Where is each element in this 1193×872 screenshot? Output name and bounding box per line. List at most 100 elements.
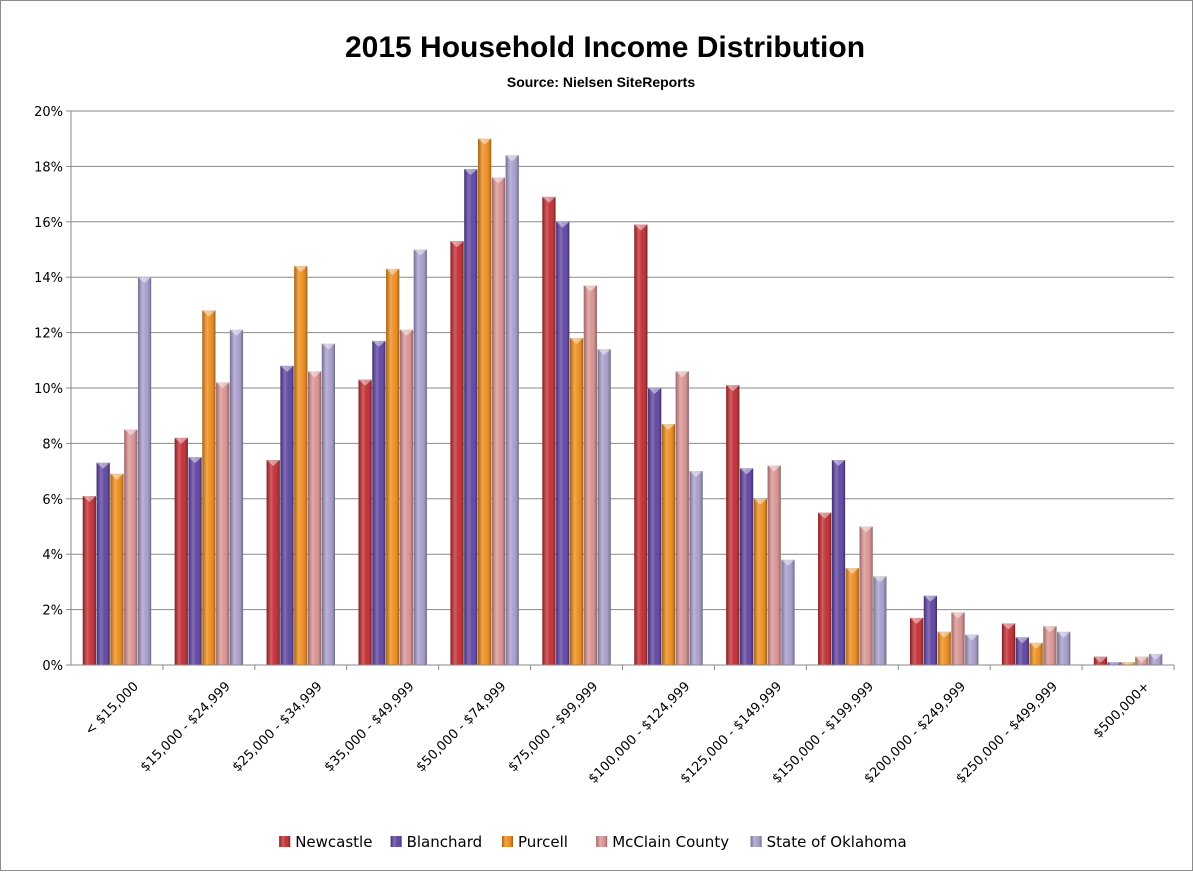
bar-shading <box>1043 626 1057 665</box>
bar-shading <box>216 382 230 665</box>
bar-bevel <box>556 221 570 228</box>
x-tick-label: $250,000 - $499,999 <box>953 679 1060 786</box>
bar-bevel <box>965 634 979 641</box>
bar-bevel <box>413 249 427 256</box>
bar-bevel <box>372 340 386 347</box>
bar <box>1043 626 1057 665</box>
bar <box>491 177 506 666</box>
y-tick-label: 14% <box>34 271 63 286</box>
bar-shading <box>413 249 427 665</box>
bar-shading <box>1149 653 1163 665</box>
y-tick-label: 20% <box>34 105 63 120</box>
bar <box>569 338 584 665</box>
bar-bevel <box>386 268 400 275</box>
bar <box>1015 637 1029 665</box>
bar <box>110 473 124 665</box>
bar-shading <box>1121 662 1135 665</box>
bar-bevel <box>96 462 110 469</box>
bar-shading <box>910 617 924 665</box>
bar-shading <box>1015 637 1029 665</box>
bar <box>216 382 230 665</box>
bar-bevel <box>450 241 464 248</box>
bar-bevel <box>937 631 951 638</box>
bar-bevel <box>831 460 846 467</box>
x-tick-label: $200,000 - $249,999 <box>862 679 969 786</box>
bar <box>137 277 152 665</box>
bar-shading <box>124 429 138 665</box>
y-tick-label: 4% <box>42 548 63 563</box>
bar <box>174 437 188 665</box>
bar-shading <box>1001 623 1016 665</box>
bar-shading <box>450 241 464 665</box>
chart-title: 2015 Household Income Distribution <box>345 31 865 64</box>
bar-bevel <box>951 612 965 619</box>
x-axis-labels: < $15,000$15,000 - $24,999$25,000 - $34,… <box>83 679 1153 786</box>
bar-bevel <box>597 349 611 356</box>
bar <box>597 349 611 665</box>
bar-bevel <box>859 526 873 533</box>
bar <box>96 462 110 665</box>
bar-bevel <box>82 496 96 503</box>
bar-bevel <box>202 310 216 317</box>
bar <box>910 617 924 665</box>
bar-shading <box>597 349 611 665</box>
bar-shading <box>583 285 597 665</box>
bar-shading <box>873 576 887 665</box>
bar-shading <box>675 371 689 665</box>
legend-item: McClain County <box>596 833 729 851</box>
bar <box>951 612 965 665</box>
bar <box>505 155 519 665</box>
bar-bevel <box>648 388 662 394</box>
bar <box>1057 631 1071 665</box>
bar-bevel <box>266 460 280 467</box>
legend-item: Newcastle <box>279 833 372 851</box>
bar <box>859 526 873 665</box>
bar-shading <box>110 473 124 665</box>
bar-bevel <box>923 595 938 602</box>
bar <box>188 457 202 665</box>
x-tick-label: $25,000 - $34,999 <box>230 679 326 775</box>
bar-bevel <box>569 338 584 345</box>
bar-bevel <box>464 169 478 176</box>
bar-shading <box>1057 631 1071 665</box>
legend-swatch-shading <box>750 836 762 847</box>
bar-bevel <box>478 138 492 145</box>
legend-item: Blanchard <box>390 833 482 851</box>
bar <box>831 460 846 665</box>
bar-bevel <box>110 473 124 480</box>
bar-shading <box>188 457 202 665</box>
bar <box>661 424 676 665</box>
bar <box>413 249 427 665</box>
bar-bevel <box>399 329 414 336</box>
bar-shading <box>965 634 979 665</box>
bar <box>726 385 740 665</box>
legend: Newcastle Blanchard Purcell McClain County S… <box>279 833 907 851</box>
bar-bevel <box>137 277 152 284</box>
bar-shading <box>951 612 965 665</box>
legend-swatch-shading <box>279 836 291 847</box>
bar-shading <box>781 559 795 665</box>
bar-bevel <box>781 559 795 566</box>
bar <box>386 268 400 665</box>
bar-bevel <box>294 266 308 273</box>
x-tick-label: $100,000 - $124,999 <box>586 679 693 786</box>
bar-bevel <box>661 424 676 431</box>
bar-bevel <box>229 329 244 336</box>
bar-bevel <box>321 343 335 350</box>
bar-bevel <box>753 498 767 505</box>
bar <box>1093 656 1108 665</box>
bar-bevel <box>280 365 294 372</box>
bar-shading <box>491 177 506 666</box>
bar-bevel <box>675 371 689 378</box>
bar-bevel <box>1135 656 1149 663</box>
y-tick-label: 12% <box>34 327 63 342</box>
bar-shading <box>569 338 584 665</box>
bar-shading <box>1107 662 1121 665</box>
bar-shading <box>478 138 492 665</box>
legend-swatch-shading <box>502 836 513 847</box>
legend-item: Purcell <box>502 833 568 851</box>
legend-label: McClain County <box>612 833 729 851</box>
legend-swatch-shading <box>390 836 402 847</box>
bar-shading <box>266 460 280 665</box>
